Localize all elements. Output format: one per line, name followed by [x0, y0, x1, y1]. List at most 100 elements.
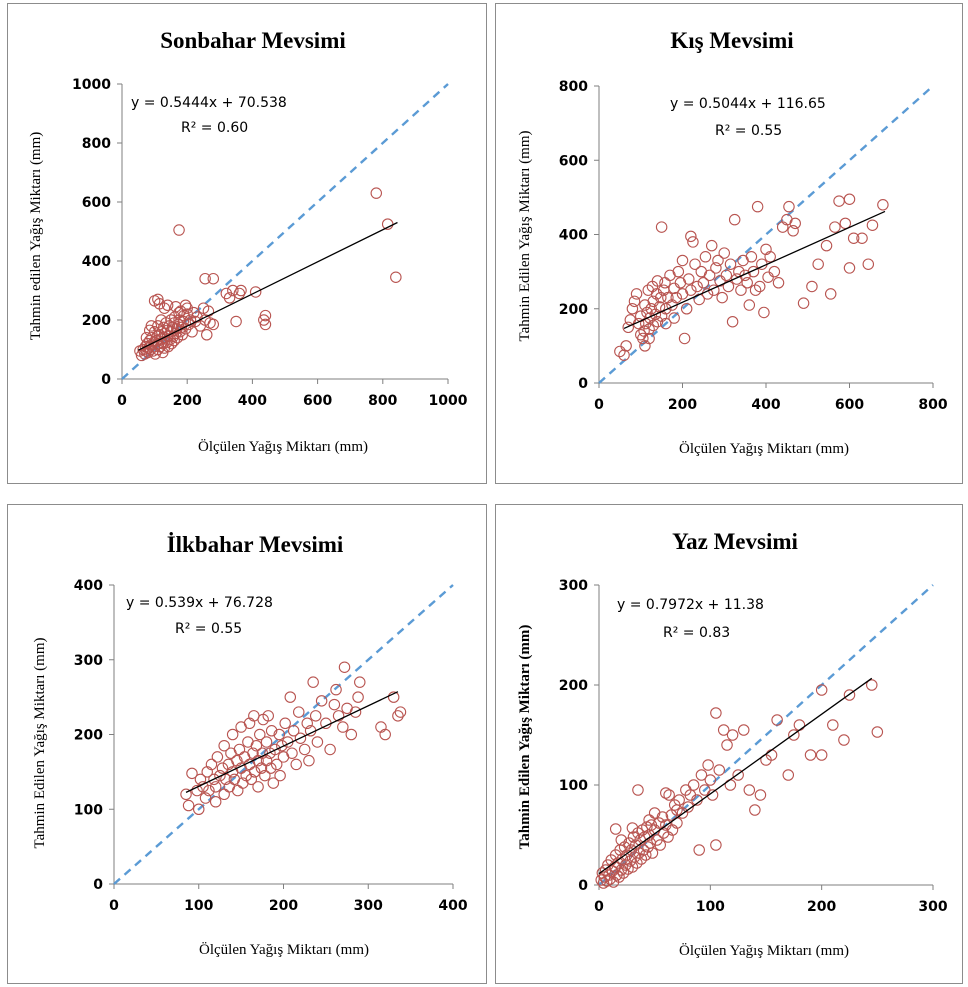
data-point — [624, 855, 636, 867]
data-point — [788, 729, 800, 741]
y-tick-label: 200 — [559, 302, 588, 318]
x-tick-label: 200 — [269, 898, 298, 914]
x-tick-label: 100 — [696, 899, 725, 915]
x-tick-label: 600 — [303, 393, 332, 409]
data-point — [721, 739, 733, 751]
data-point — [626, 302, 639, 315]
data-point — [209, 796, 222, 808]
data-point — [683, 273, 695, 285]
data-point — [216, 762, 229, 774]
data-point — [301, 717, 313, 730]
data-point — [307, 676, 319, 688]
data-point — [728, 213, 741, 226]
data-point — [218, 739, 230, 752]
data-point — [199, 792, 212, 804]
data-point — [208, 773, 220, 786]
y-tick-label: 300 — [74, 653, 103, 669]
data-point — [772, 277, 785, 289]
data-point — [678, 332, 691, 345]
data-point — [161, 336, 173, 348]
data-point — [699, 251, 712, 263]
data-point — [820, 239, 833, 252]
data-point — [303, 754, 315, 767]
data-point — [609, 823, 622, 835]
x-axis-label: Ölçülen Yağış Miktarı (mm) — [679, 942, 849, 959]
data-point — [628, 851, 641, 863]
data-point — [162, 340, 175, 353]
data-point — [184, 314, 197, 326]
data-point — [332, 710, 345, 722]
data-point — [218, 788, 230, 801]
x-tick-label: 400 — [751, 397, 780, 413]
chart-title: Yaz Mevsimi — [672, 529, 798, 554]
data-point — [637, 332, 649, 345]
data-point — [254, 728, 266, 741]
data-point — [165, 337, 178, 350]
data-point — [354, 676, 366, 688]
data-point — [655, 291, 667, 304]
data-point — [771, 714, 783, 726]
y-tick-label: 200 — [74, 728, 103, 744]
data-point — [311, 736, 324, 748]
one-to-one-line — [113, 584, 454, 885]
y-tick-label: 0 — [93, 877, 103, 893]
data-point — [309, 710, 322, 722]
trend-equation: y = 0.5444x + 70.538 — [131, 95, 287, 111]
data-point — [749, 284, 762, 296]
data-point — [689, 258, 701, 270]
data-point — [713, 764, 725, 776]
data-point — [706, 789, 719, 801]
data-point — [392, 710, 404, 722]
y-tick-label: 100 — [74, 802, 103, 818]
chart-title: Kış Mevsimi — [670, 28, 794, 53]
data-point — [186, 326, 198, 338]
data-point — [824, 288, 837, 300]
y-tick-label: 600 — [559, 153, 588, 169]
data-point — [782, 769, 795, 781]
data-point — [631, 857, 643, 869]
data-point — [233, 743, 246, 756]
data-point — [233, 287, 246, 300]
data-point — [279, 717, 291, 730]
data-point — [284, 691, 297, 703]
chart-sonbahar: Sonbahar Mevsimi Tahmin edilen Yağış Mik… — [28, 28, 468, 455]
data-point — [248, 766, 261, 778]
data-point — [647, 319, 660, 332]
data-point — [182, 799, 195, 812]
data-point — [227, 284, 239, 297]
y-axis-label: Tahmin Edilen Yağış Miktarı (mm) — [517, 130, 533, 341]
data-point — [660, 317, 672, 330]
y-tick-label: 400 — [74, 578, 103, 594]
data-point — [181, 308, 193, 320]
data-point — [338, 661, 351, 673]
data-point — [235, 284, 247, 297]
data-point — [720, 269, 733, 282]
chart-panel-yaz: Yaz Mevsimi Tahmin Edilen Yağış Miktarı … — [495, 504, 963, 984]
data-point — [207, 318, 220, 331]
data-point — [812, 258, 824, 270]
data-point — [643, 323, 655, 335]
data-point — [651, 275, 664, 287]
data-point — [613, 871, 625, 883]
chart-panel-ilkbahar: İlkbahar Mevsimi Tahmin Edilen Yağış Mik… — [7, 504, 487, 984]
r-squared: R² = 0.55 — [175, 621, 242, 637]
data-point — [660, 302, 672, 315]
y-tick-label: 800 — [82, 136, 111, 152]
data-point — [806, 280, 818, 293]
x-axis-label: Ölçülen Yağış Miktarı (mm) — [199, 941, 369, 958]
data-point — [737, 724, 750, 736]
data-point — [847, 232, 860, 244]
data-point — [743, 784, 756, 796]
data-point — [718, 247, 731, 259]
data-point — [877, 199, 889, 211]
r-squared: R² = 0.83 — [663, 625, 730, 641]
y-tick-label: 100 — [559, 778, 588, 794]
data-point — [199, 272, 211, 285]
data-point — [726, 315, 739, 328]
data-point — [262, 710, 274, 722]
x-tick-label: 200 — [173, 393, 202, 409]
data-point — [179, 299, 192, 311]
data-point — [843, 193, 856, 205]
data-point — [685, 230, 697, 243]
data-point — [143, 324, 156, 337]
